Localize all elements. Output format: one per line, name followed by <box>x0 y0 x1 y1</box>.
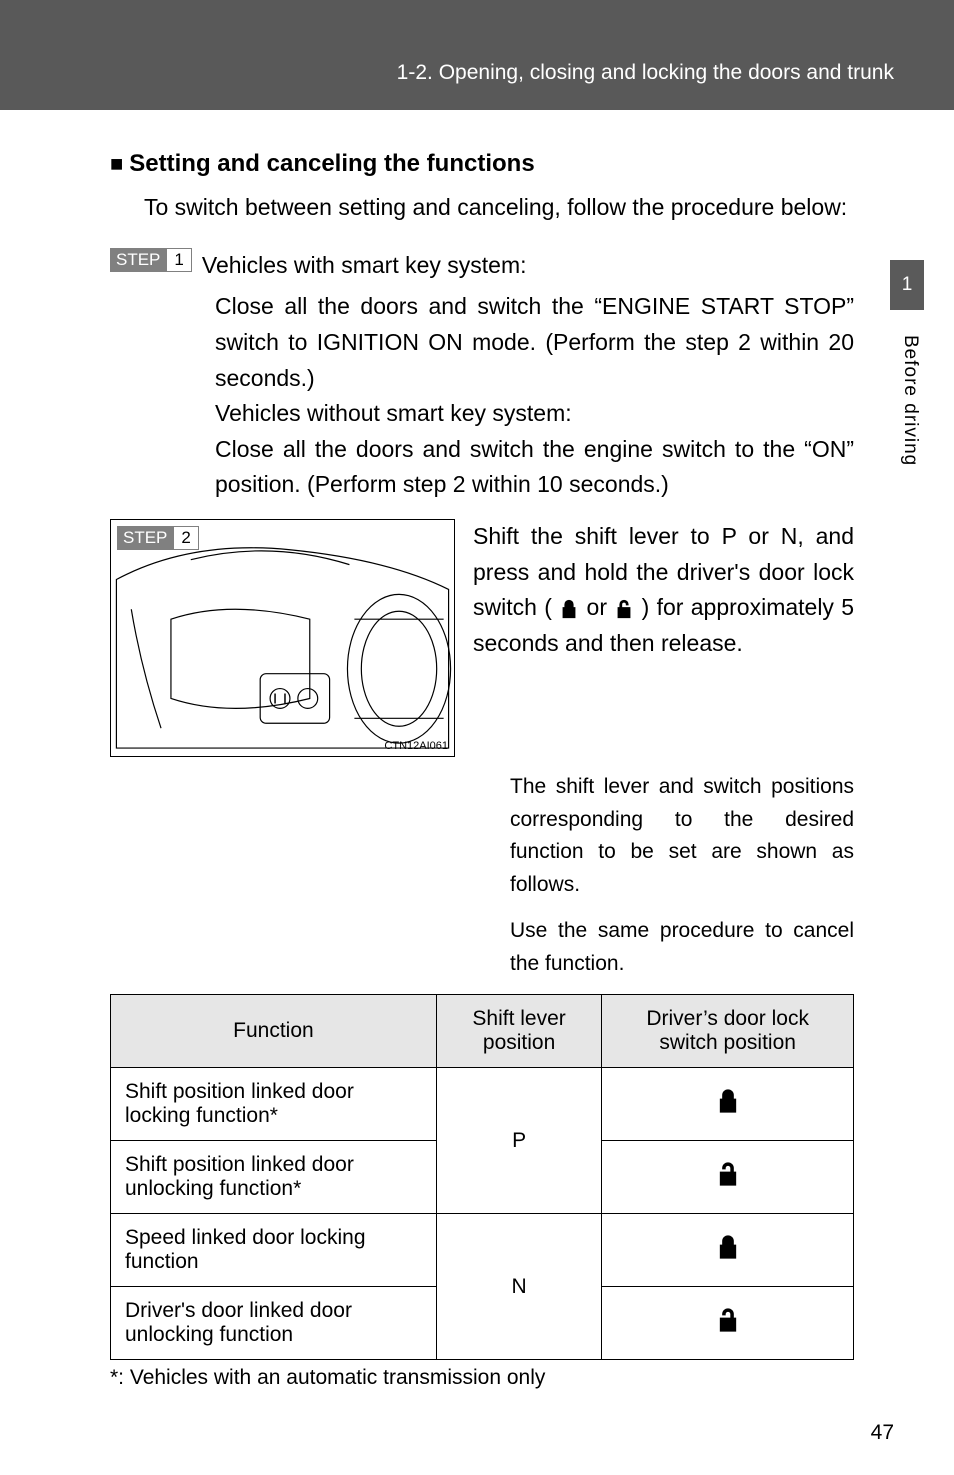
cell-icon-2 <box>602 1214 854 1287</box>
page-number: 47 <box>871 1421 894 1445</box>
step2-wrap: STEP 2 CTN12AI061 <box>110 519 854 757</box>
header-text: 1-2. Opening, closing and locking the do… <box>397 61 894 85</box>
unlock-icon <box>716 1306 740 1334</box>
dashboard-illustration-icon <box>111 520 454 756</box>
chapter-label: Before driving <box>899 335 921 466</box>
step2-number: 2 <box>173 526 198 550</box>
cell-fn-0: Shift position linked door locking funct… <box>111 1068 437 1141</box>
lock-icon <box>716 1087 740 1115</box>
table-header-row: Function Shift lever position Driver’s d… <box>111 995 854 1068</box>
illustration-code: CTN12AI061 <box>384 740 448 752</box>
step2-sub1: The shift lever and switch positions cor… <box>510 771 854 901</box>
functions-table: Function Shift lever position Driver’s d… <box>110 994 854 1360</box>
illustration-box: STEP 2 CTN12AI061 <box>110 519 455 757</box>
cell-icon-0 <box>602 1068 854 1141</box>
step1-para1: Close all the doors and switch the “ENGI… <box>215 289 854 396</box>
table-row: Shift position linked door locking funct… <box>111 1068 854 1141</box>
cell-pos-n: N <box>436 1214 601 1360</box>
step2-sub2: Use the same procedure to cancel the fun… <box>510 915 854 980</box>
chapter-tab: 1 <box>890 260 924 310</box>
table-row: Speed linked door locking function N <box>111 1214 854 1287</box>
cell-fn-1: Shift position linked door unlocking fun… <box>111 1141 437 1214</box>
step2-badge: STEP 2 <box>117 526 199 550</box>
header-band: 1-2. Opening, closing and locking the do… <box>0 0 954 110</box>
page-content: ■Setting and canceling the functions To … <box>0 110 954 1390</box>
step1-row: STEP 1 Vehicles with smart key system: <box>110 248 854 284</box>
cell-icon-3 <box>602 1287 854 1360</box>
cell-pos-p: P <box>436 1068 601 1214</box>
chapter-number: 1 <box>902 274 913 295</box>
step1-line1: Vehicles with smart key system: <box>202 248 527 284</box>
step-label-2: STEP <box>117 526 173 550</box>
step1-number: 1 <box>166 248 191 272</box>
square-bullet-icon: ■ <box>110 151 123 176</box>
unlock-icon <box>716 1160 740 1188</box>
step1-line2: Vehicles without smart key system: <box>215 396 854 432</box>
th-shift: Shift lever position <box>436 995 601 1068</box>
cell-icon-1 <box>602 1141 854 1214</box>
cell-fn-2: Speed linked door locking function <box>111 1214 437 1287</box>
step1-para2: Close all the doors and switch the engin… <box>215 432 854 503</box>
footnote: *: Vehicles with an automatic transmissi… <box>110 1366 854 1390</box>
step-label: STEP <box>110 248 166 272</box>
step2-main-text: Shift the shift lever to P or N, and pre… <box>473 519 854 757</box>
step2-text-b: or <box>587 594 615 620</box>
th-switch: Driver’s door lock switch position <box>602 995 854 1068</box>
th-function: Function <box>111 995 437 1068</box>
cell-fn-3: Driver's door linked door unlocking func… <box>111 1287 437 1360</box>
step1-block: Close all the doors and switch the “ENGI… <box>215 289 854 503</box>
step1-badge: STEP 1 <box>110 248 192 272</box>
section-heading: ■Setting and canceling the functions <box>110 150 854 178</box>
lock-icon <box>716 1233 740 1261</box>
intro-paragraph: To switch between setting and canceling,… <box>144 190 854 226</box>
lock-icon <box>559 598 579 620</box>
section-title: Setting and canceling the functions <box>129 150 534 177</box>
unlock-icon <box>614 598 634 620</box>
